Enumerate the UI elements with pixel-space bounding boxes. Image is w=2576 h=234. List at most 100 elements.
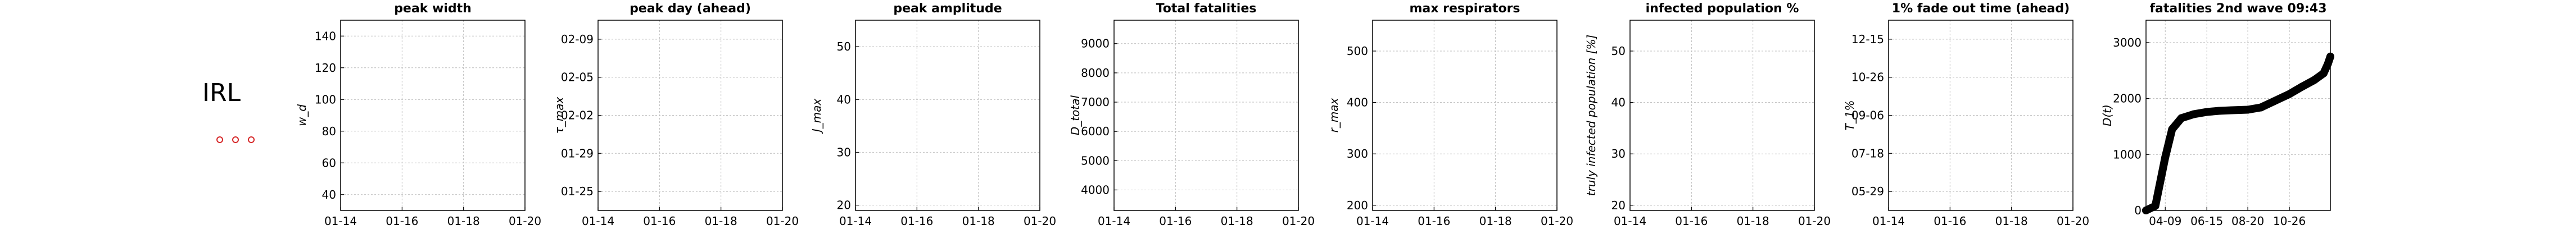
data-point: [2257, 103, 2265, 112]
y-tick-label: 02-05: [561, 71, 594, 84]
x-tick-label: 01-14: [839, 214, 872, 228]
x-tick-label: 01-20: [1798, 214, 1831, 228]
x-tick-label: 01-16: [643, 214, 676, 228]
axes-frame: [340, 20, 526, 211]
x-tick-label: 01-16: [1675, 214, 1708, 228]
x-tick-label: 01-14: [324, 214, 357, 228]
y-tick-label: 120: [315, 61, 336, 75]
y-tick-label: 400: [1347, 96, 1368, 109]
y-tick-label: 09-06: [1851, 109, 1884, 122]
axes-frame: [1113, 20, 1299, 211]
y-tick-label: 40: [1611, 96, 1626, 109]
x-tick-label: 01-18: [1737, 214, 1769, 228]
x-tick-label: 01-20: [2057, 214, 2089, 228]
y-tick-label: 50: [1611, 44, 1626, 58]
data-point: [2228, 106, 2236, 114]
y-tick-label: 50: [837, 40, 851, 53]
y-tick-label: 07-18: [1851, 146, 1884, 160]
y-tick-label: 02-02: [561, 109, 594, 122]
x-tick-label: 01-16: [1934, 214, 1966, 228]
country-label: IRL: [202, 79, 241, 107]
y-axis-label: T_1%: [1843, 100, 1857, 131]
country-label-block: IRL: [202, 79, 270, 107]
y-tick-label: 01-29: [561, 146, 594, 160]
y-tick-label: 1000: [2113, 148, 2142, 161]
y-axis-label: J_max: [810, 99, 823, 135]
y-tick-label: 40: [837, 93, 851, 106]
x-tick-label: 01-14: [1872, 214, 1905, 228]
y-tick-label: 20: [837, 199, 851, 212]
y-tick-label: 0: [2134, 204, 2142, 217]
x-tick-label: 01-18: [1479, 214, 1512, 228]
y-tick-label: 140: [315, 29, 336, 43]
x-tick-label: 01-14: [1614, 214, 1646, 228]
y-tick-label: 6000: [1081, 125, 1110, 138]
y-tick-label: 10-26: [1851, 71, 1884, 84]
y-tick-label: 30: [1611, 147, 1626, 160]
red-circle-markers: [216, 136, 255, 143]
data-point: [2326, 52, 2334, 61]
x-tick-label: 10-26: [2273, 214, 2306, 228]
data-point: [2151, 202, 2160, 210]
x-tick-label: 01-18: [1995, 214, 2028, 228]
x-tick-label: 01-16: [900, 214, 933, 228]
data-point: [2310, 76, 2319, 84]
data-series-line: [2142, 52, 2334, 214]
y-tick-label: 40: [322, 188, 336, 201]
x-tick-label: 06-15: [2190, 214, 2223, 228]
data-point: [2215, 107, 2224, 115]
y-axis-label: D_total: [1069, 95, 1082, 135]
red-circle-marker: [216, 136, 223, 143]
chart-title: peak width: [394, 2, 472, 16]
y-tick-label: 5000: [1081, 154, 1110, 167]
x-tick-label: 01-20: [766, 214, 799, 228]
y-tick-label: 500: [1347, 44, 1368, 58]
y-axis-label: D(t): [2100, 104, 2114, 126]
y-tick-label: 01-25: [561, 185, 594, 198]
y-tick-label: 80: [322, 125, 336, 138]
data-point: [2285, 90, 2294, 98]
y-tick-label: 05-29: [1851, 185, 1884, 198]
axes-frame: [855, 20, 1040, 211]
x-tick-label: 01-14: [1098, 214, 1130, 228]
y-tick-label: 3000: [2113, 36, 2142, 49]
x-tick-label: 01-18: [962, 214, 995, 228]
y-tick-label: 8000: [1081, 66, 1110, 80]
y-tick-label: 4000: [1081, 183, 1110, 196]
chart-title: peak day (ahead): [630, 2, 751, 16]
data-point: [2319, 69, 2328, 77]
y-tick-label: 30: [837, 145, 851, 159]
y-tick-label: 300: [1347, 147, 1368, 160]
chart-title: infected population %: [1646, 2, 1799, 16]
data-point: [2244, 105, 2252, 114]
data-point: [2177, 114, 2185, 122]
chart-panel-4: Total fatalities 4000 5000 6000 7000 8000 9000…: [1069, 2, 1315, 228]
y-tick-label: 20: [1611, 199, 1626, 212]
y-tick-label: 9000: [1081, 37, 1110, 51]
x-tick-label: 01-20: [1282, 214, 1315, 228]
chart-title: peak amplitude: [893, 2, 1002, 16]
data-point: [2324, 59, 2332, 68]
red-circle-marker: [248, 136, 255, 143]
y-axis-label: τ_max: [553, 97, 566, 134]
y-tick-label: 02-09: [561, 33, 594, 46]
x-tick-label: 08-20: [2231, 214, 2264, 228]
chart-panel-8: fatalities 2nd wave 09:43 0 1000 2000 3000 04…: [2100, 2, 2334, 228]
x-tick-label: 01-20: [1541, 214, 1573, 228]
x-tick-label: 01-16: [1418, 214, 1450, 228]
chart-panel-5: max respirators 200 300 400 500 01-14 01-16 01-…: [1327, 2, 1573, 228]
chart-title: fatalities 2nd wave 09:43: [2149, 2, 2326, 16]
chart-panel-7: 1% fade out time (ahead) 05-29 07-18 09-06 1…: [1843, 2, 2089, 228]
y-axis-label: truly infected population [%]: [1584, 35, 1598, 196]
axes-frame: [1629, 20, 1815, 211]
x-tick-label: 01-18: [1221, 214, 1253, 228]
data-point: [2142, 207, 2150, 214]
y-tick-label: 7000: [1081, 95, 1110, 109]
y-tick-label: 100: [315, 93, 336, 106]
x-tick-label: 01-18: [447, 214, 480, 228]
x-tick-label: 01-20: [509, 214, 541, 228]
x-tick-label: 01-14: [582, 214, 614, 228]
axes-frame: [1372, 20, 1558, 211]
axes-frame: [2145, 20, 2331, 211]
